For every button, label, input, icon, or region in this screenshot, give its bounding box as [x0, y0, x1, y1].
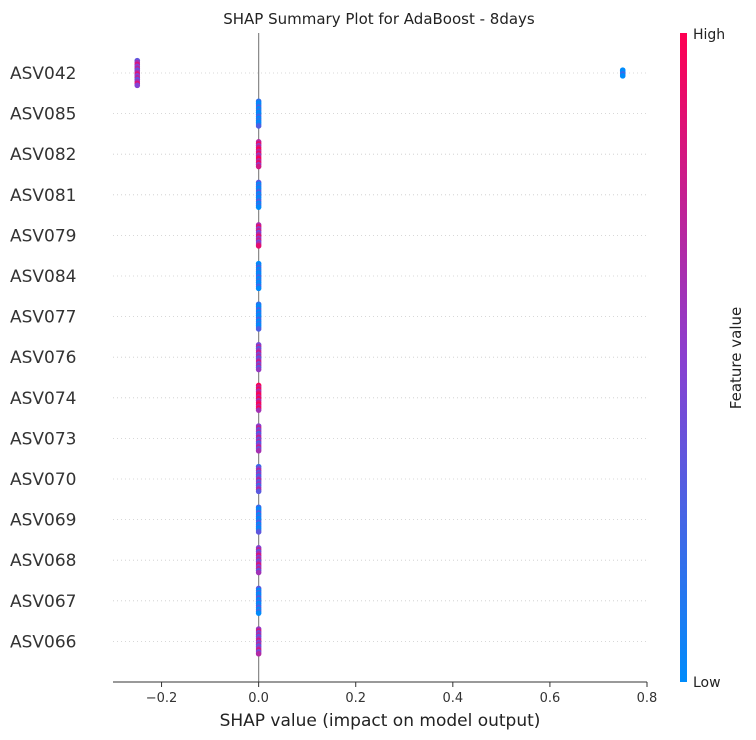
feature-label: ASV085: [10, 105, 77, 125]
colorbar-low-label: Low: [693, 675, 721, 691]
x-tick-label: 0.4: [442, 691, 463, 706]
x-tick-label: 0.8: [637, 691, 658, 706]
shap-point: [255, 488, 262, 495]
feature-label: ASV042: [10, 64, 77, 84]
shap-point: [255, 366, 262, 373]
feature-label: ASV066: [10, 632, 77, 652]
x-axis-label: SHAP value (impact on model output): [220, 711, 541, 731]
colorbar: [680, 33, 687, 682]
feature-label: ASV079: [10, 226, 77, 246]
shap-point: [255, 285, 262, 292]
x-axis-ticks: −0.2 0.0 0.2 0.4 0.6 0.8: [146, 682, 658, 706]
shap-point: [255, 243, 262, 249]
chart-title: SHAP Summary Plot for AdaBoost - 8days: [223, 10, 535, 28]
shap-point: [255, 163, 262, 170]
shap-point: [619, 73, 626, 79]
x-tick-label: −0.2: [146, 691, 178, 706]
colorbar-title: Feature value: [727, 307, 745, 409]
points-layer: [134, 57, 626, 657]
feature-label: ASV074: [10, 389, 77, 409]
x-tick-label: 0.0: [248, 691, 269, 706]
feature-rows: ASV042 ASV085 ASV082 ASV081 ASV079 ASV084 ASV0…: [10, 64, 647, 652]
shap-point: [255, 529, 262, 535]
feature-label: ASV082: [10, 145, 77, 165]
shap-point: [255, 447, 262, 454]
shap-point: [255, 569, 262, 576]
shap-point: [134, 82, 141, 89]
feature-label: ASV084: [10, 267, 77, 287]
x-tick-label: 0.2: [345, 691, 366, 706]
shap-point: [255, 650, 262, 657]
feature-label: ASV068: [10, 551, 77, 571]
feature-label: ASV073: [10, 429, 77, 449]
x-tick-label: 0.6: [540, 691, 561, 706]
shap-point: [255, 326, 262, 332]
shap-point: [255, 407, 262, 413]
feature-label: ASV076: [10, 348, 77, 368]
shap-point: [255, 204, 262, 210]
colorbar-high-label: High: [693, 27, 725, 43]
feature-label: ASV070: [10, 470, 77, 490]
feature-label: ASV077: [10, 308, 77, 328]
feature-label: ASV067: [10, 592, 77, 612]
feature-label: ASV069: [10, 511, 77, 531]
shap-point: [255, 123, 262, 129]
feature-label: ASV081: [10, 186, 77, 206]
shap-point: [255, 610, 262, 616]
